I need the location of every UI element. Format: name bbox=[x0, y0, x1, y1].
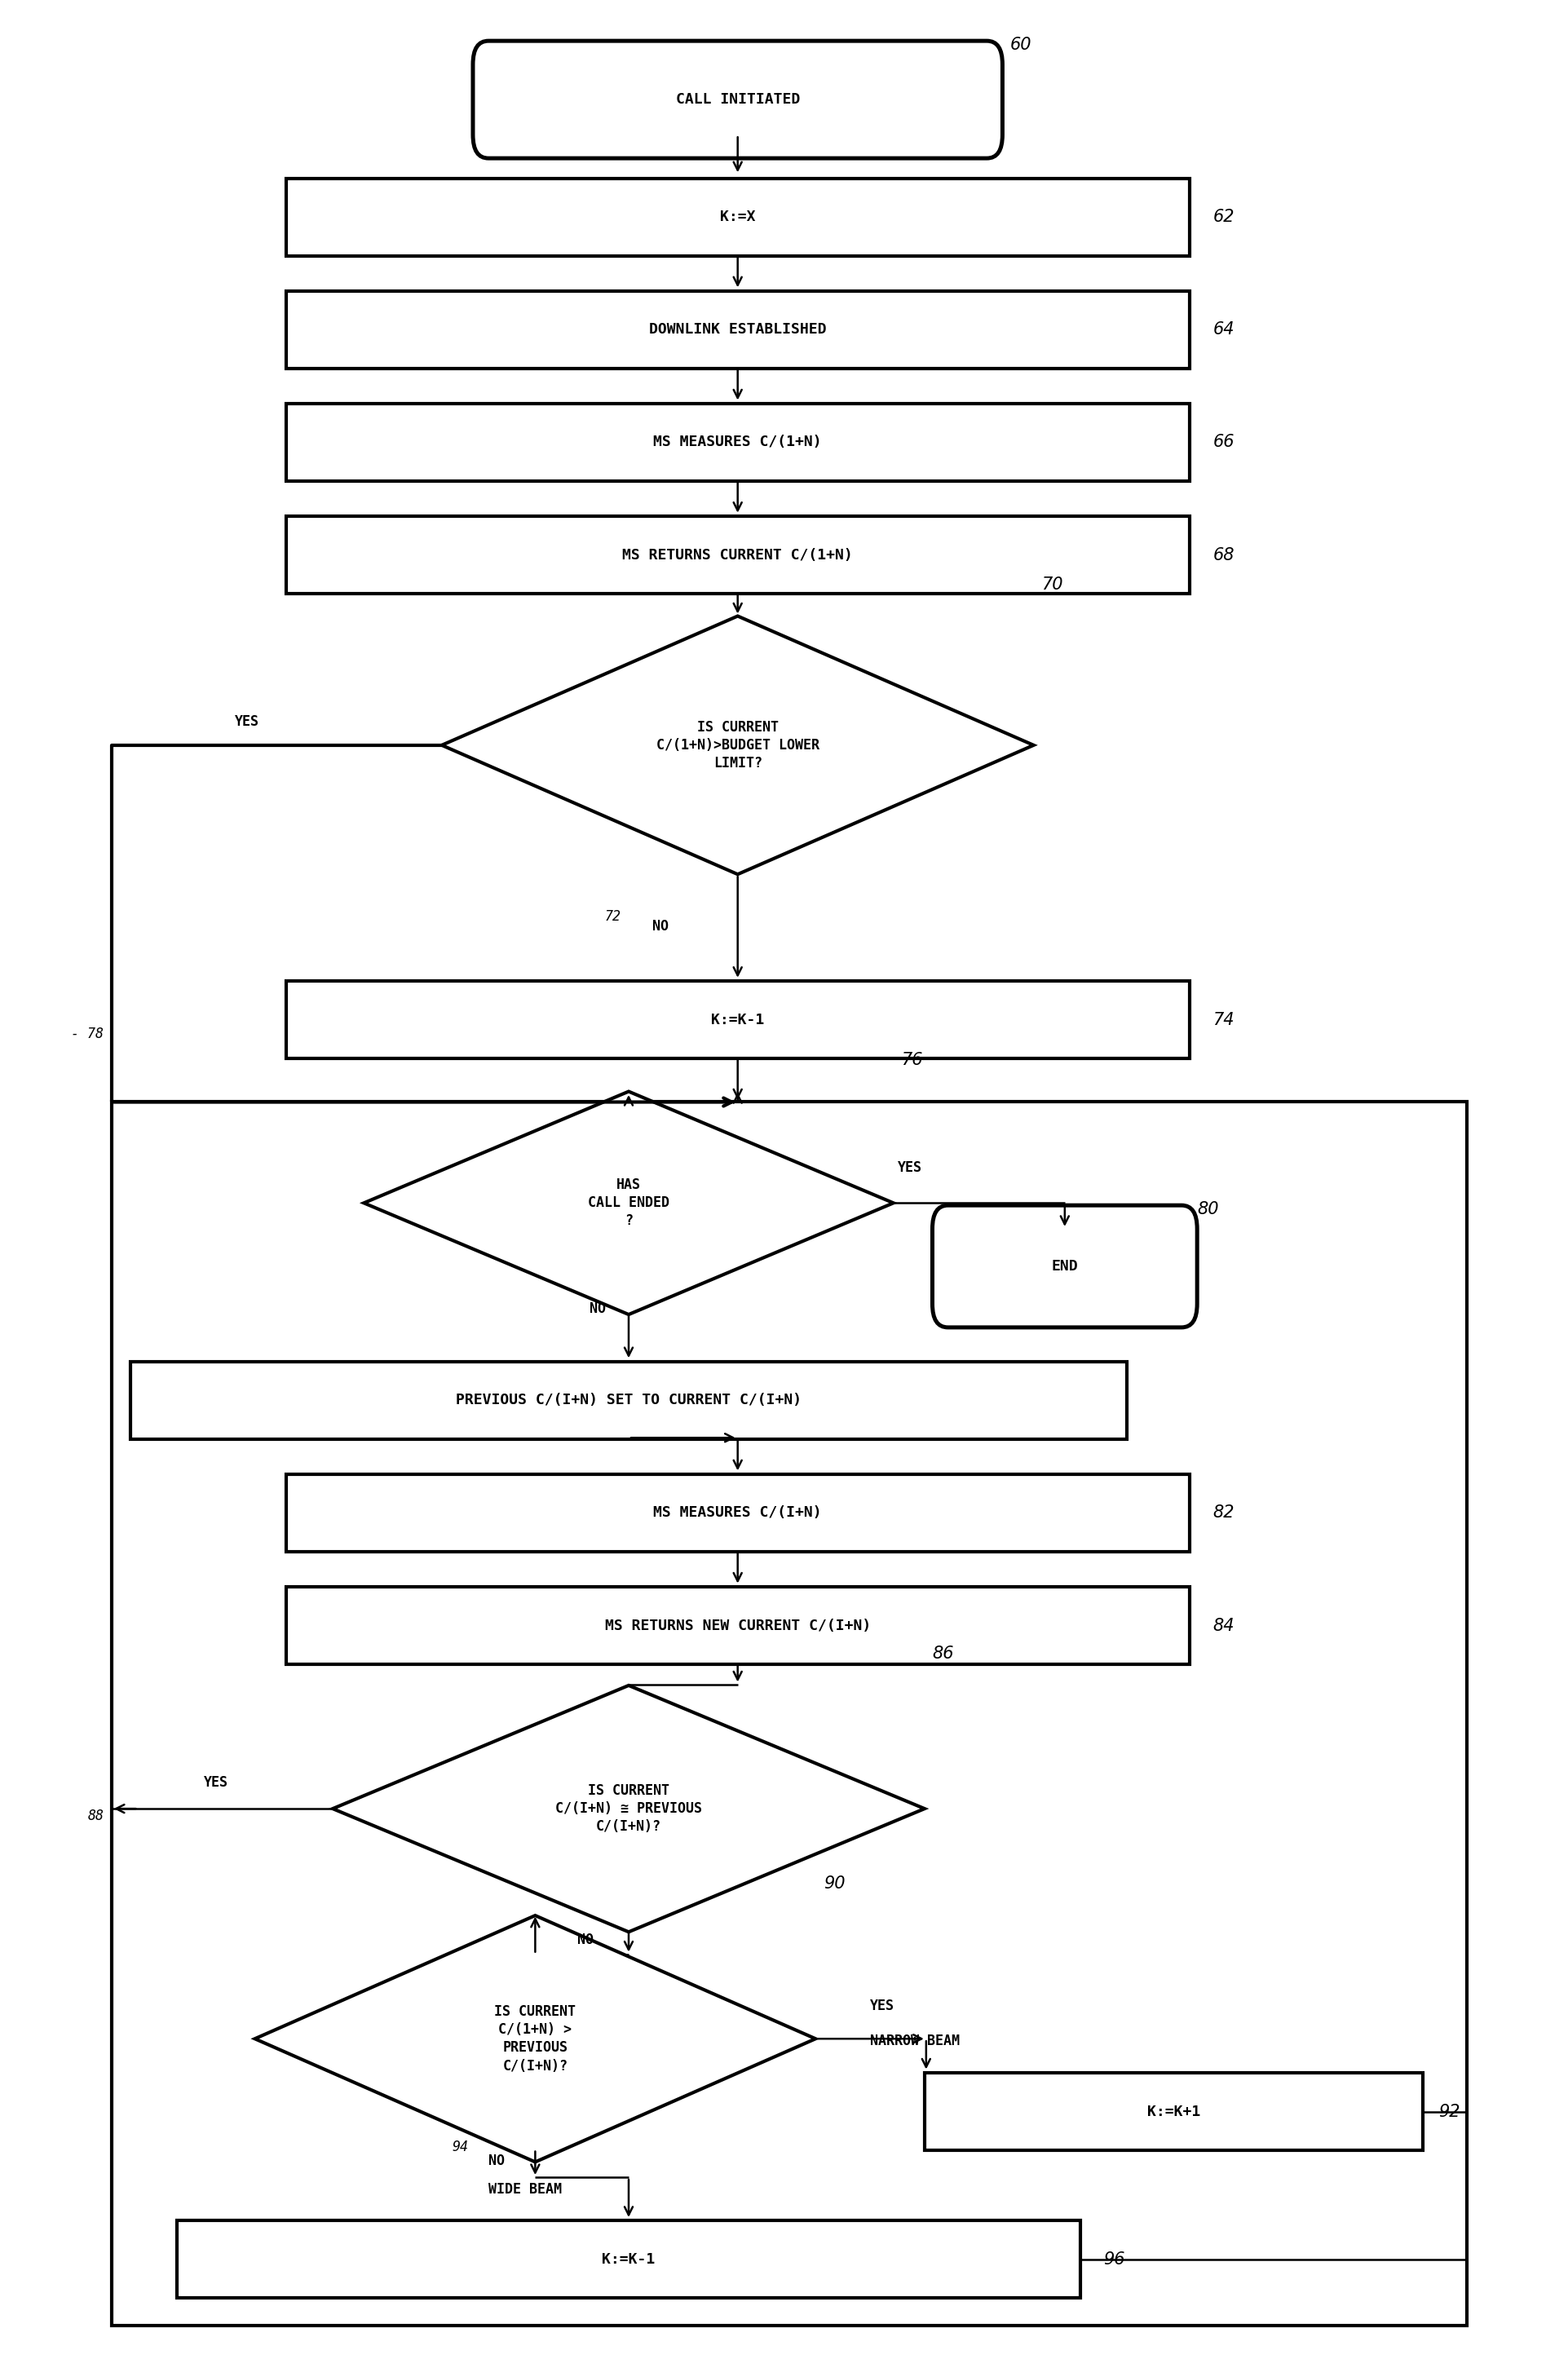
Polygon shape bbox=[442, 616, 1033, 875]
Text: 62: 62 bbox=[1212, 210, 1234, 224]
Bar bbox=[130, 1361, 1126, 1439]
Text: MS RETURNS CURRENT C/(1+N): MS RETURNS CURRENT C/(1+N) bbox=[622, 547, 853, 561]
Text: K:=K+1: K:=K+1 bbox=[1146, 2104, 1200, 2118]
Text: 84: 84 bbox=[1212, 1618, 1234, 1635]
Text: HAS
CALL ENDED
?: HAS CALL ENDED ? bbox=[588, 1177, 670, 1229]
Text: PREVIOUS C/(I+N) SET TO CURRENT C/(I+N): PREVIOUS C/(I+N) SET TO CURRENT C/(I+N) bbox=[456, 1392, 801, 1408]
Text: 66: 66 bbox=[1212, 434, 1234, 451]
Text: YES: YES bbox=[235, 715, 259, 729]
Text: 90: 90 bbox=[823, 1875, 845, 1892]
Text: 68: 68 bbox=[1212, 547, 1234, 564]
Text: K:=K-1: K:=K-1 bbox=[602, 2253, 655, 2267]
Bar bbox=[285, 517, 1189, 594]
Text: YES: YES bbox=[870, 1998, 894, 2012]
Text: - 78: - 78 bbox=[71, 1026, 103, 1040]
Text: MS MEASURES C/(1+N): MS MEASURES C/(1+N) bbox=[654, 434, 822, 451]
Text: MS RETURNS NEW CURRENT C/(I+N): MS RETURNS NEW CURRENT C/(I+N) bbox=[604, 1618, 870, 1632]
Text: NO: NO bbox=[652, 918, 668, 934]
Text: K:=K-1: K:=K-1 bbox=[710, 1012, 764, 1026]
Bar bbox=[177, 2220, 1080, 2298]
Bar bbox=[285, 981, 1189, 1059]
Text: 60: 60 bbox=[1010, 35, 1032, 52]
Text: MS MEASURES C/(I+N): MS MEASURES C/(I+N) bbox=[654, 1505, 822, 1519]
Text: 74: 74 bbox=[1212, 1012, 1234, 1029]
Text: NARROW BEAM: NARROW BEAM bbox=[870, 2033, 960, 2048]
Bar bbox=[285, 1474, 1189, 1552]
Text: 88: 88 bbox=[88, 1809, 103, 1824]
Polygon shape bbox=[254, 1916, 815, 2161]
Text: CALL INITIATED: CALL INITIATED bbox=[676, 92, 800, 106]
Text: 92: 92 bbox=[1438, 2104, 1460, 2121]
Text: END: END bbox=[1051, 1260, 1077, 1274]
Text: 76: 76 bbox=[900, 1052, 922, 1069]
Text: NO: NO bbox=[488, 2154, 505, 2168]
Text: YES: YES bbox=[204, 1776, 227, 1790]
Polygon shape bbox=[332, 1684, 924, 1932]
Text: K:=X: K:=X bbox=[720, 210, 756, 224]
Bar bbox=[111, 1102, 1466, 2326]
Text: IS CURRENT
C/(1+N) >
PREVIOUS
C/(I+N)?: IS CURRENT C/(1+N) > PREVIOUS C/(I+N)? bbox=[494, 2005, 575, 2074]
Bar bbox=[285, 290, 1189, 368]
Bar bbox=[285, 179, 1189, 255]
Text: 96: 96 bbox=[1104, 2250, 1124, 2267]
Text: YES: YES bbox=[897, 1161, 922, 1175]
Text: IS CURRENT
C/(I+N) ≅ PREVIOUS
C/(I+N)?: IS CURRENT C/(I+N) ≅ PREVIOUS C/(I+N)? bbox=[555, 1783, 701, 1833]
FancyBboxPatch shape bbox=[472, 40, 1002, 158]
Text: DOWNLINK ESTABLISHED: DOWNLINK ESTABLISHED bbox=[649, 323, 826, 337]
Polygon shape bbox=[364, 1092, 892, 1314]
Bar bbox=[285, 403, 1189, 481]
Text: 80: 80 bbox=[1196, 1201, 1218, 1217]
Bar bbox=[285, 1588, 1189, 1665]
Text: NO: NO bbox=[590, 1302, 605, 1316]
Text: 72: 72 bbox=[604, 908, 621, 925]
Text: 94: 94 bbox=[452, 2140, 467, 2154]
Text: IS CURRENT
C/(1+N)>BUDGET LOWER
LIMIT?: IS CURRENT C/(1+N)>BUDGET LOWER LIMIT? bbox=[655, 719, 818, 771]
Text: 86: 86 bbox=[931, 1647, 953, 1663]
Text: 64: 64 bbox=[1212, 321, 1234, 337]
Bar bbox=[924, 2074, 1422, 2151]
Text: NO: NO bbox=[577, 1932, 593, 1949]
FancyBboxPatch shape bbox=[931, 1205, 1196, 1328]
Text: WIDE BEAM: WIDE BEAM bbox=[488, 2182, 561, 2196]
Text: 82: 82 bbox=[1212, 1505, 1234, 1522]
Text: 70: 70 bbox=[1041, 576, 1063, 592]
